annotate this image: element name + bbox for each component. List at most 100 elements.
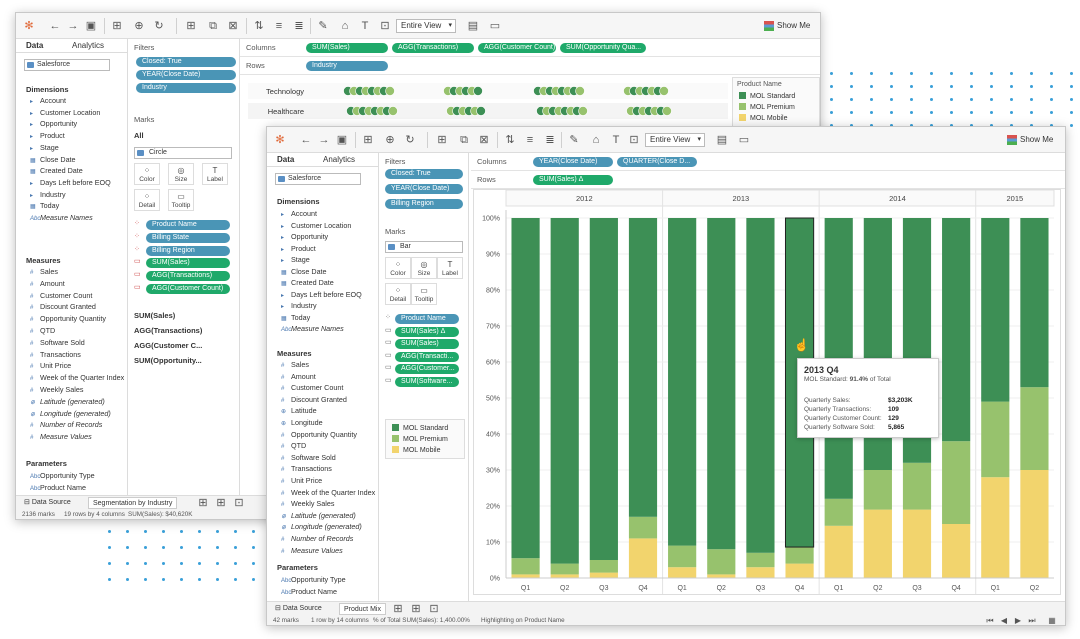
sheet-tab-datasource[interactable]: ⊟ Data Source (24, 499, 71, 506)
field-software-sold[interactable]: # Software Sold (281, 453, 336, 462)
field-longitude-generated[interactable]: ⊕ Longitude (generated) (281, 522, 362, 531)
show-me-button[interactable]: Show Me (1007, 133, 1053, 147)
datasource-select[interactable]: Salesforce (275, 173, 361, 185)
device-preview-icon[interactable]: ▭ (738, 134, 750, 146)
field-created-date[interactable]: ▦ Created Date (30, 166, 83, 175)
mark-field-billing-region[interactable]: Billing Region (146, 245, 230, 256)
field-customer-count[interactable]: # Customer Count (30, 291, 92, 300)
new-datasource-icon[interactable]: ⊞ (112, 20, 122, 32)
bar-mol-standard-2013-q3[interactable] (746, 218, 775, 553)
bar-mol-mobile-2012-q3[interactable] (589, 572, 618, 578)
sort-desc-icon[interactable]: ≣ (294, 20, 304, 32)
new-datasource-icon[interactable]: ⊞ (363, 134, 373, 146)
circle-mark[interactable] (473, 86, 483, 96)
field-opportunity-type[interactable]: AbcOpportunity Type (281, 575, 346, 584)
mark-tooltip-button[interactable]: ▭ Tooltip (168, 189, 194, 211)
mark-tooltip-button[interactable]: ▭ Tooltip (411, 283, 437, 305)
clear-sheet-icon[interactable]: ⊠ (479, 134, 489, 146)
mark-field-sum-sales[interactable]: SUM(Sales) Δ (395, 326, 459, 337)
bar-mol-premium-2015-q2[interactable] (1020, 387, 1049, 470)
sort-asc-icon[interactable]: ≡ (526, 134, 534, 146)
bar-mol-mobile-2013-q3[interactable] (746, 567, 775, 578)
fix-axes-icon[interactable]: ⊡ (629, 134, 639, 146)
redo-icon[interactable]: → (67, 20, 79, 32)
field-account[interactable]: ▸ Account (30, 96, 66, 105)
bar-mol-premium-2013-q4[interactable] (785, 547, 814, 564)
bar-mol-standard-2013-q1[interactable] (668, 218, 697, 546)
pill-agg-customer-count[interactable]: AGG(Customer Count) (478, 43, 556, 53)
field-today[interactable]: ▦ Today (281, 313, 310, 322)
mark-color-button[interactable]: ⁘ Color (385, 257, 411, 279)
bar-mol-premium-2014-q3[interactable] (902, 462, 932, 510)
label-icon[interactable]: T (612, 134, 620, 146)
mark-field-agg-customer[interactable]: AGG(Customer... (395, 364, 459, 375)
mark-field-agg-customer-count[interactable]: AGG(Customer Count) (146, 284, 230, 294)
bar-mol-standard-2013-q2[interactable] (707, 218, 736, 550)
rows-shelf[interactable]: Rows Industry (240, 57, 820, 75)
datasource-select[interactable]: Salesforce (24, 59, 110, 71)
bar-mol-standard-2012-q4[interactable] (628, 218, 658, 517)
pill-sum-sales[interactable]: SUM(Sales) (306, 43, 388, 53)
field-measure-names[interactable]: AbcMeasure Names (30, 213, 93, 222)
pill-closed-true[interactable]: Closed: True (136, 57, 236, 67)
circle-mark[interactable] (385, 86, 395, 96)
field-stage[interactable]: ▸ Stage (281, 255, 310, 264)
field-weekly-sales[interactable]: # Weekly Sales (30, 385, 83, 394)
new-worksheet-icon[interactable]: ⊞ (393, 603, 403, 615)
show-me-button[interactable]: Show Me (764, 19, 810, 33)
bar-mol-mobile-2013-q2[interactable] (707, 574, 736, 578)
field-industry[interactable]: ▸ Industry (281, 301, 317, 310)
bar-mol-standard-2012-q1[interactable] (511, 218, 540, 559)
field-amount[interactable]: # Amount (30, 279, 65, 288)
field-product[interactable]: ▸ Product (281, 244, 316, 253)
circle-mark[interactable] (659, 86, 669, 96)
field-close-date[interactable]: ▦ Close Date (30, 155, 76, 164)
field-qtd[interactable]: # QTD (281, 441, 306, 450)
new-story-icon[interactable]: ⊡ (234, 497, 244, 509)
mark-label-button[interactable]: T Label (202, 163, 228, 185)
add-sheet-icon[interactable]: ⊞ (437, 134, 447, 146)
field-industry[interactable]: ▸ Industry (30, 190, 66, 199)
circle-mark[interactable] (575, 86, 585, 96)
bar-mol-standard-2012-q3[interactable] (589, 218, 618, 560)
mark-detail-button[interactable]: ⁘ Detail (134, 189, 160, 211)
mark-detail-button[interactable]: ⁘ Detail (385, 283, 411, 305)
mark-field-agg-transactions[interactable]: AGG(Transactions) (146, 271, 230, 282)
field-latitude[interactable]: ⊕ Latitude (281, 406, 317, 415)
grid-view-icon[interactable]: ▦ (1048, 616, 1056, 625)
bar-mol-premium-2012-q2[interactable] (550, 563, 579, 575)
sheet-tab-segmentation[interactable]: Segmentation by Industry (88, 497, 178, 509)
pill-industry[interactable]: Industry (306, 61, 388, 71)
circle-mark[interactable] (476, 106, 486, 116)
field-customer-location[interactable]: ▸ Customer Location (281, 221, 351, 230)
fix-axes-icon[interactable]: ⊡ (380, 20, 390, 32)
bar-mol-mobile-2014-q1[interactable] (824, 525, 853, 578)
bar-mol-premium-2012-q4[interactable] (628, 516, 658, 539)
sort-desc-icon[interactable]: ≣ (545, 134, 555, 146)
new-worksheet-icon[interactable]: ⊞ (198, 497, 208, 509)
field-days-left-before-eoq[interactable]: ▸ Days Left before EOQ (281, 290, 362, 299)
highlight-icon[interactable]: ✎ (569, 134, 579, 146)
undo-icon[interactable]: ← (49, 20, 61, 32)
bar-mol-premium-2014-q2[interactable] (863, 470, 892, 510)
field-product-name[interactable]: AbcProduct Name (281, 587, 337, 596)
bar-mol-premium-2013-q3[interactable] (746, 552, 775, 568)
circle-mark[interactable] (388, 106, 398, 116)
bar-mol-mobile-2012-q4[interactable] (628, 538, 658, 578)
sheet-tab-product-mix[interactable]: Product Mix (339, 603, 386, 615)
field-opportunity-quantity[interactable]: # Opportunity Quantity (30, 314, 106, 323)
field-sales[interactable]: # Sales (281, 360, 309, 369)
pill-sum-sales[interactable]: SUM(Sales) Δ (533, 175, 613, 185)
tab-data[interactable]: Data (277, 155, 295, 164)
field-created-date[interactable]: ▦ Created Date (281, 278, 334, 287)
save-icon[interactable]: ▣ (85, 20, 97, 32)
pill-industry[interactable]: Industry (136, 83, 236, 93)
legend-item-mol-premium[interactable]: MOL Premium (392, 435, 448, 443)
marks-card-sum-opportunity[interactable]: SUM(Opportunity... (134, 356, 202, 365)
bar-mol-standard-2015-q2[interactable] (1020, 218, 1049, 388)
field-opportunity[interactable]: ▸ Opportunity (281, 232, 328, 241)
redo-icon[interactable]: → (318, 134, 330, 146)
refresh-icon[interactable]: ↻ (154, 20, 164, 32)
bar-mol-premium-2014-q1[interactable] (824, 498, 853, 526)
group-icon[interactable]: ⌂ (592, 134, 600, 146)
